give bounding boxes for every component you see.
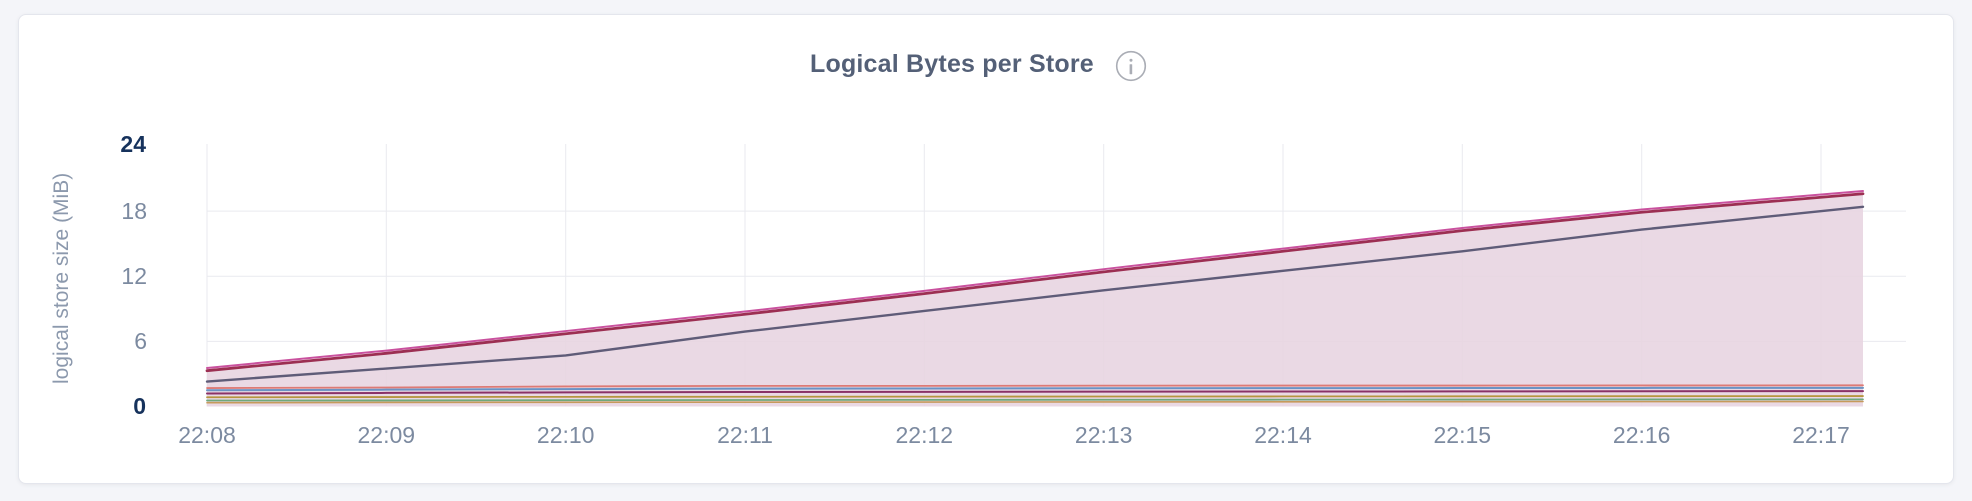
svg-text:22:14: 22:14 (1254, 422, 1312, 448)
svg-text:22:16: 22:16 (1613, 422, 1671, 448)
svg-text:18: 18 (121, 198, 147, 224)
svg-text:22:12: 22:12 (896, 422, 954, 448)
svg-text:12: 12 (121, 263, 147, 289)
svg-text:22:15: 22:15 (1434, 422, 1492, 448)
svg-text:22:09: 22:09 (358, 422, 416, 448)
svg-text:6: 6 (134, 328, 147, 354)
svg-text:22:11: 22:11 (717, 422, 773, 448)
svg-text:22:10: 22:10 (537, 422, 595, 448)
svg-text:22:08: 22:08 (178, 422, 236, 448)
svg-text:22:17: 22:17 (1792, 422, 1850, 448)
svg-text:24: 24 (120, 131, 146, 157)
svg-text:22:13: 22:13 (1075, 422, 1133, 448)
svg-text:0: 0 (133, 393, 146, 419)
